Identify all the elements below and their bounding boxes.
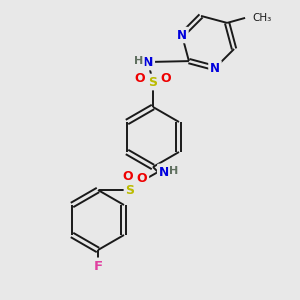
Text: N: N bbox=[177, 28, 187, 41]
Text: F: F bbox=[93, 260, 103, 272]
Text: O: O bbox=[161, 71, 171, 85]
Text: N: N bbox=[143, 56, 153, 68]
Text: N: N bbox=[210, 61, 220, 75]
Text: O: O bbox=[135, 71, 145, 85]
Text: O: O bbox=[137, 172, 147, 184]
Text: S: S bbox=[125, 184, 134, 196]
Text: H: H bbox=[169, 166, 178, 176]
Text: S: S bbox=[148, 76, 158, 88]
Text: H: H bbox=[134, 56, 144, 66]
Text: O: O bbox=[123, 169, 133, 182]
Text: N: N bbox=[159, 166, 169, 178]
Text: CH₃: CH₃ bbox=[252, 13, 271, 23]
